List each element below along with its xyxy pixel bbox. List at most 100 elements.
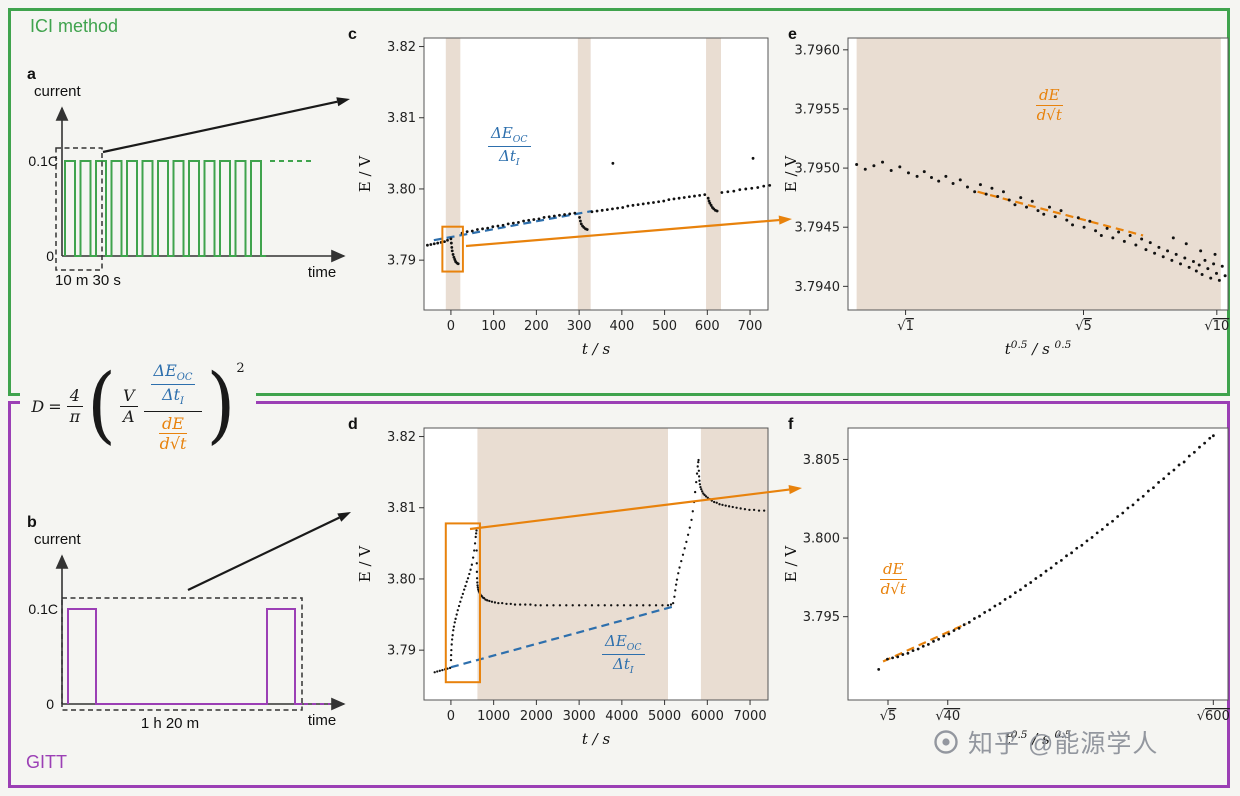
svg-text:4000: 4000: [605, 709, 638, 724]
svg-text:500: 500: [652, 319, 677, 334]
zoom-region-box: [55, 147, 103, 271]
y-axis-title: E / V: [782, 155, 800, 193]
svg-text:0: 0: [447, 709, 455, 724]
level-0p1C-label: 0.1C: [28, 153, 58, 169]
delta-eoc-annotation: ΔEOC ΔtI: [602, 632, 645, 676]
chart-svg-d: 0 1000 2000 3000 4000 5000 6000 7000 3.79 3.80 3.8…: [356, 427, 769, 748]
de-dsqrt-fraction: dE d√t: [157, 414, 190, 453]
y-axis-title: E / V: [356, 155, 374, 193]
svg-text:3.81: 3.81: [387, 501, 416, 516]
trend-lines: [882, 622, 967, 663]
x-axis-title: t0.5 / s 0.5: [1005, 729, 1072, 748]
annotation-text: t: [899, 579, 906, 598]
panel-a-schematic: current 0.1C 0 time 10 m 30 s: [28, 83, 346, 289]
equation-text: dE: [159, 414, 187, 435]
de-dsqrt-annotation: dE d√t: [880, 560, 907, 599]
diffusion-coefficient-equation: D = 4 π ( V A ΔEOC ΔtI dE d√t: [20, 346, 256, 466]
x-axis-title: t0.5 / s 0.5: [1005, 339, 1072, 358]
panel-b-schematic: current 0.1C 0 time 1 h 20 m: [28, 531, 346, 732]
annotation-text: d√: [880, 579, 900, 598]
rest-period-bands: [856, 38, 1221, 310]
annotation-subscript: OC: [512, 134, 528, 145]
annotation-text: dE: [1036, 86, 1063, 106]
svg-text:√600: √600: [1197, 709, 1230, 724]
time-axis-label: time: [308, 264, 336, 281]
equation-equals: =: [48, 396, 62, 416]
current-axis-label: current: [34, 83, 82, 100]
svg-text:3.7960: 3.7960: [795, 43, 841, 58]
annotation-text: ΔE: [605, 632, 627, 650]
pulse-timing-label: 1 h 20 m: [141, 715, 199, 732]
highlight-boxes: [444, 522, 481, 684]
svg-text:200: 200: [524, 319, 549, 334]
annotation-text: Δt: [612, 654, 630, 673]
panel-letter-c: c: [348, 26, 357, 43]
annotation-subscript: I: [515, 156, 520, 168]
panel-d-chart: 0 1000 2000 3000 4000 5000 6000 7000 3.79 3.80 3.8…: [340, 412, 776, 758]
svg-text:1000: 1000: [477, 709, 510, 724]
svg-text:3.80: 3.80: [387, 182, 416, 197]
plot-border: [847, 427, 1229, 701]
svg-text:3.795: 3.795: [803, 610, 840, 625]
plot-border: [423, 37, 769, 311]
svg-text:3.7945: 3.7945: [795, 221, 841, 236]
panel-letter-e: e: [788, 26, 797, 43]
pulse-timing-label: 10 m 30 s: [55, 272, 121, 289]
equation-text: t: [180, 434, 187, 454]
panel-letter-a: a: [27, 66, 36, 83]
svg-text:400: 400: [609, 319, 634, 334]
panel-letter-b: b: [27, 514, 37, 531]
svg-text:3.7940: 3.7940: [795, 280, 841, 295]
trend-lines: [977, 190, 1144, 237]
svg-text:0: 0: [447, 319, 455, 334]
delta-eoc-annotation: ΔEOC ΔtI: [488, 124, 531, 168]
equation-exponent: 2: [236, 360, 245, 376]
svg-text:3.7950: 3.7950: [795, 162, 841, 177]
y-axis: 3.79 3.80 3.81 3.82: [387, 40, 424, 269]
chart-svg-c: 0 100 200 300 400 500 600 700 3.79 3.80 3.81 3.82 E …: [356, 37, 772, 358]
chart-svg-f: √5 √40 √600 3.795 3.800 3.805 E / V t0.5 / s 0.…: [782, 427, 1230, 748]
panel-c-chart: 0 100 200 300 400 500 600 700 3.79 3.80 3.81 3.82 E …: [340, 22, 776, 368]
x-axis: 0 100 200 300 400 500 600 700: [447, 310, 762, 334]
annotation-text: ΔE: [491, 124, 513, 142]
svg-text:3.82: 3.82: [387, 430, 416, 445]
x-axis-title: t / s: [582, 730, 611, 748]
x-axis: √5 √40 √600: [880, 700, 1230, 724]
y-axis: 3.79 3.80 3.81 3.82: [387, 430, 424, 659]
level-zero-label: 0: [46, 696, 54, 712]
current-axis-label: current: [34, 531, 82, 548]
svg-text:√5: √5: [880, 709, 897, 724]
svg-text:3.800: 3.800: [803, 532, 840, 547]
svg-text:100: 100: [481, 319, 506, 334]
equation-text: A: [122, 406, 135, 426]
zoom-region-box: [61, 597, 303, 711]
equation-text: d√: [159, 434, 181, 454]
watermark: 知乎 @能源学人: [933, 724, 1158, 760]
annotation-subscript: I: [629, 664, 634, 676]
open-paren: (: [87, 357, 116, 454]
svg-text:√10: √10: [1204, 319, 1229, 334]
svg-text:√1: √1: [897, 319, 914, 334]
panel-f-chart: √5 √40 √600 3.795 3.800 3.805 E / V t0.5 / s 0.…: [780, 412, 1236, 758]
chart-svg-e: √1 √5 √10 3.7940 3.7945 3.7950 3.7955 3.7960 E /…: [782, 37, 1229, 358]
equation-text: ΔE: [153, 360, 177, 380]
svg-text:√5: √5: [1075, 319, 1092, 334]
de-dsqrt-annotation: dE d√t: [1036, 86, 1063, 125]
svg-text:3.7955: 3.7955: [795, 102, 841, 117]
svg-text:3.805: 3.805: [803, 453, 840, 468]
svg-text:600: 600: [695, 319, 720, 334]
time-axis-label: time: [308, 712, 336, 729]
x-axis: 0 1000 2000 3000 4000 5000 6000 7000: [447, 700, 767, 724]
level-zero-label: 0: [46, 248, 54, 264]
close-paren: ): [206, 357, 236, 454]
coefficient-fraction: 4 π: [66, 386, 84, 426]
volume-area-fraction: V A: [119, 386, 138, 426]
svg-text:3.80: 3.80: [387, 572, 416, 587]
equation-subscript: OC: [176, 371, 193, 383]
equation-text: 4: [66, 386, 83, 407]
y-axis: 3.7940 3.7945 3.7950 3.7955 3.7960: [795, 43, 848, 295]
svg-text:6000: 6000: [691, 709, 724, 724]
svg-text:3.81: 3.81: [387, 111, 416, 126]
annotation-text: dE: [880, 560, 907, 580]
